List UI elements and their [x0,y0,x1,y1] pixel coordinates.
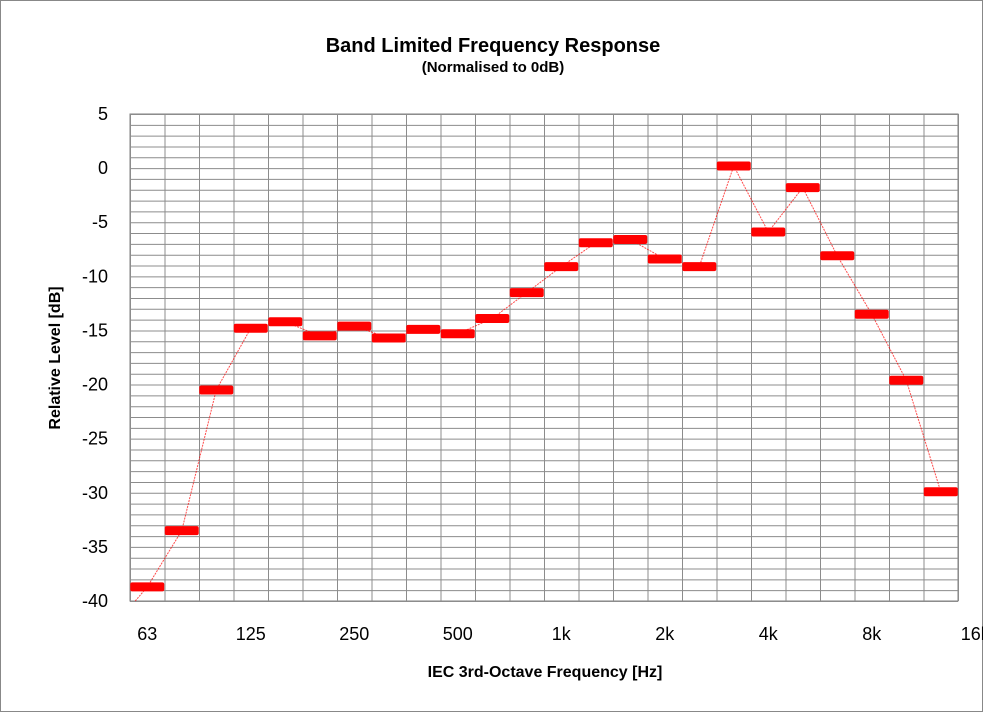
data-point-marker [854,309,889,319]
data-point-marker [923,487,958,497]
y-tick-label: -20 [82,375,108,395]
series-line [134,164,942,602]
x-tick-label: 16k [961,624,983,644]
data-point-marker [233,323,268,333]
y-tick-label: 0 [98,158,108,178]
x-tick-label: 125 [236,624,266,644]
y-tick-label: 5 [98,104,108,124]
x-tick-label: 250 [339,624,369,644]
x-tick-label: 500 [443,624,473,644]
x-tick-label: 4k [759,624,779,644]
x-tick-label: 63 [137,624,157,644]
data-point-marker [130,582,165,592]
data-point-marker [751,227,786,237]
x-tick-label: 8k [862,624,882,644]
data-point-marker [509,288,544,298]
data-point-marker [889,375,924,385]
data-point-marker [647,254,682,264]
data-point-marker [440,329,475,339]
y-tick-label: -15 [82,320,108,340]
data-point-marker [164,526,199,536]
chart-subtitle: (Normalised to 0dB) [422,59,565,76]
y-axis-title: Relative Level [dB] [47,286,64,429]
y-tick-label: -40 [82,591,108,611]
data-point-marker [716,161,751,171]
x-tick-label: 1k [552,624,572,644]
data-point-marker [302,331,337,341]
data-point-marker [199,385,234,395]
grid [129,113,959,602]
data-point-marker [371,333,406,343]
data-point-marker [578,238,613,248]
data-point-marker [785,183,820,193]
data-point-marker [406,324,441,334]
x-axis-ticks: 63 125 250 500 1k 2k 4k 8k 16k [137,624,983,644]
data-point-marker [337,321,372,331]
x-tick-label: 2k [655,624,675,644]
data-point-marker [475,314,510,324]
y-tick-label: -10 [82,266,108,286]
x-axis-title: IEC 3rd-Octave Frequency [Hz] [428,664,663,681]
y-tick-label: -5 [92,212,108,232]
y-tick-label: -25 [82,429,108,449]
chart-title: Band Limited Frequency Response [326,35,661,57]
y-tick-label: -30 [82,483,108,503]
data-point-marker [268,317,303,327]
data-point-marker [682,262,717,272]
y-axis-ticks: 5 0 -5 -10 -15 -20 -25 -30 -35 -40 [82,104,108,611]
y-tick-label: -35 [82,537,108,557]
series-group [130,161,958,602]
data-point-marker [544,262,579,272]
data-point-marker [613,235,648,245]
data-point-marker [820,251,855,261]
